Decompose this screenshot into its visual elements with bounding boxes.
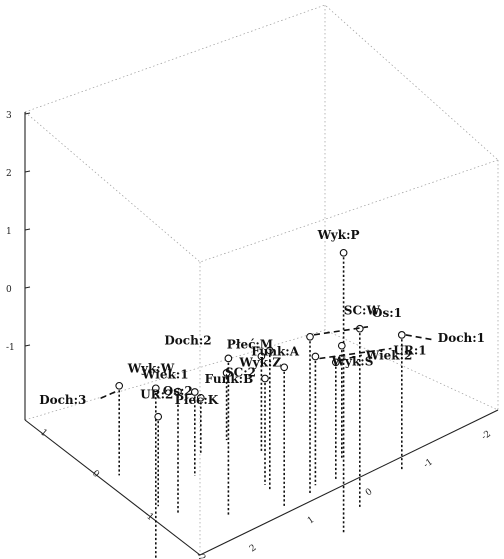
z-tick-label: 0 bbox=[6, 285, 12, 295]
point-label: Płeć:M bbox=[227, 338, 273, 352]
y-tick-label: 1 bbox=[306, 515, 316, 526]
y-axis-line bbox=[199, 409, 499, 556]
data-point bbox=[257, 352, 266, 361]
z-tick-mark bbox=[24, 112, 31, 115]
point-label: UR:2 bbox=[140, 388, 173, 402]
data-point bbox=[222, 369, 231, 377]
point-labels: Wyk:P Wyk:W Doch:2 SC:W Funk:A Os:1 UR:1 Płeć:M… bbox=[39, 228, 485, 407]
data-point bbox=[196, 393, 205, 402]
x-tick-label: 1 bbox=[38, 428, 49, 439]
data-point bbox=[154, 412, 163, 421]
data-point bbox=[190, 388, 199, 396]
data-point bbox=[339, 248, 348, 257]
point-label: Płeć:K bbox=[175, 393, 219, 407]
point-label: Wiek:1 bbox=[141, 368, 189, 382]
y-tick-label: -2 bbox=[480, 429, 493, 442]
data-point bbox=[306, 332, 314, 341]
data-point bbox=[115, 381, 124, 390]
x-axis-line bbox=[24, 419, 201, 556]
data-point bbox=[174, 387, 182, 396]
data-point bbox=[265, 346, 274, 355]
point-label: Os:1 bbox=[372, 306, 402, 320]
z-tick-label: -1 bbox=[6, 343, 15, 353]
z-tick-label: 3 bbox=[6, 111, 12, 121]
z-tick-label: 1 bbox=[6, 227, 12, 237]
label-leader-line bbox=[405, 334, 434, 341]
data-point bbox=[337, 341, 346, 350]
y-tick-label: 0 bbox=[364, 487, 375, 499]
point-label: Funk:B bbox=[205, 372, 254, 386]
point-label: Wyk:P bbox=[317, 228, 360, 242]
point-label: UR:1 bbox=[393, 344, 426, 358]
point-label: Funk:A bbox=[251, 344, 300, 358]
x-tick-label: -2 bbox=[194, 551, 207, 559]
data-point bbox=[331, 358, 340, 367]
z-tick-mark bbox=[24, 228, 31, 231]
y-tick-label: 2 bbox=[248, 543, 258, 554]
point-label: Wyk:W bbox=[127, 361, 175, 375]
point-label: SC:W bbox=[344, 304, 381, 318]
z-tick-mark bbox=[24, 286, 31, 289]
label-leader-line bbox=[319, 347, 392, 360]
data-point bbox=[311, 352, 320, 361]
data-point bbox=[224, 354, 233, 363]
point-label: Wyk:Z bbox=[238, 355, 281, 369]
data-point bbox=[280, 363, 289, 372]
label-leader-line bbox=[313, 326, 369, 336]
data-points bbox=[115, 248, 406, 421]
data-point bbox=[151, 384, 160, 393]
z-tick-mark bbox=[24, 170, 31, 173]
point-label: Wiek:2 bbox=[365, 348, 413, 362]
z-tick-mark bbox=[24, 344, 31, 347]
data-point bbox=[397, 331, 406, 339]
x-tick-label: 0 bbox=[90, 469, 101, 481]
drop-lines bbox=[118, 252, 403, 559]
z-tick-label: 2 bbox=[6, 169, 12, 179]
label-leader-line bbox=[339, 354, 362, 362]
point-label: Wyk:S bbox=[331, 355, 374, 369]
point-label: Doch:1 bbox=[438, 331, 485, 345]
data-point bbox=[261, 374, 269, 383]
label-leader-line bbox=[96, 391, 116, 401]
y-tick-label: -1 bbox=[422, 457, 435, 470]
point-label: Os:2 bbox=[163, 384, 193, 398]
point-label: SC:2 bbox=[225, 366, 256, 380]
point-label: Doch:3 bbox=[39, 393, 86, 407]
point-label: Doch:2 bbox=[164, 333, 211, 347]
axes bbox=[24, 112, 499, 556]
